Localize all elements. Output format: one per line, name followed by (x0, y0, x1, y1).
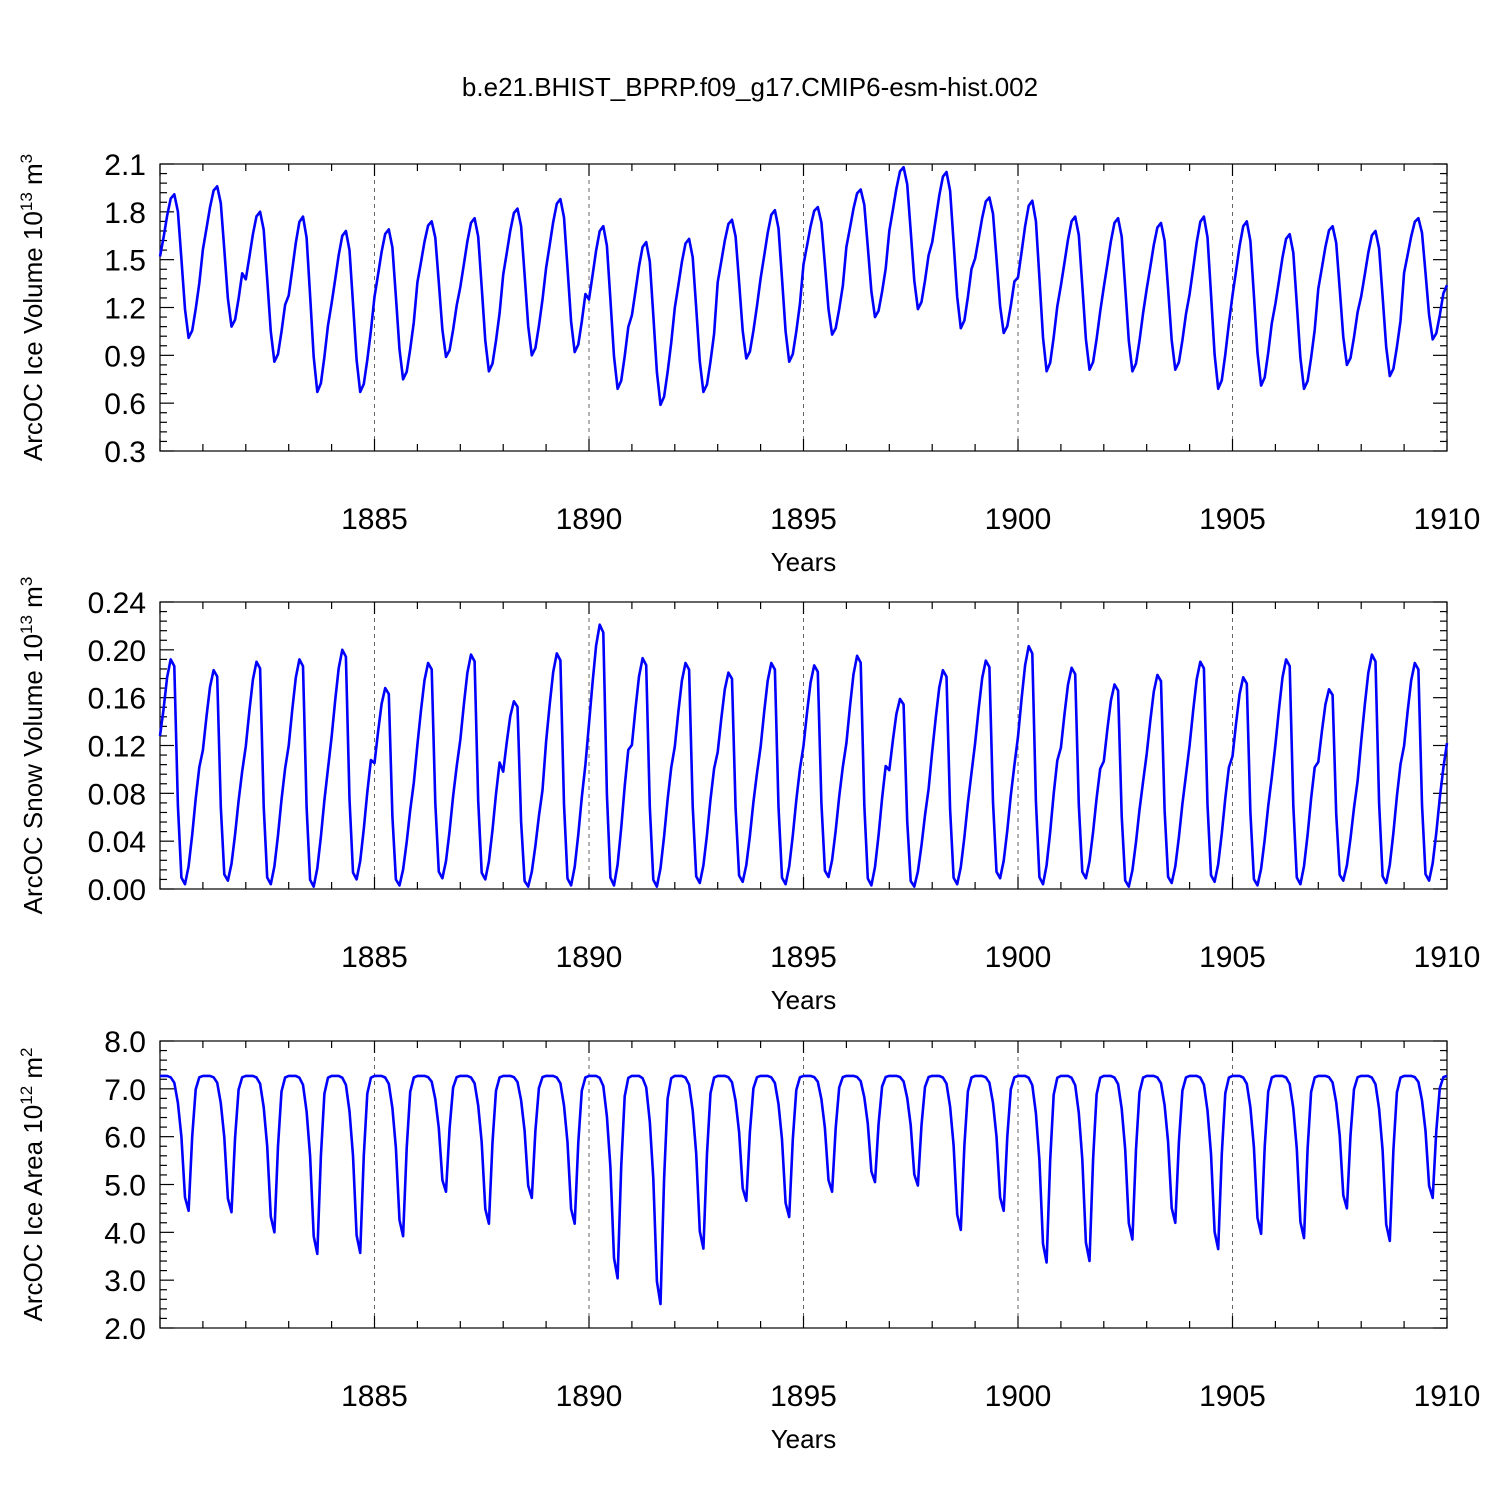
y-axis-label: ArcOC Ice Volume 1013 m3 (17, 154, 48, 461)
x-tick-label: 1900 (985, 941, 1052, 974)
x-tick-label: 1905 (1199, 941, 1266, 974)
x-tick-label: 1895 (770, 1380, 837, 1413)
y-tick-label: 7.0 (104, 1074, 146, 1107)
x-tick-label: 1910 (1414, 941, 1481, 974)
x-tick-label: 1910 (1414, 1380, 1481, 1413)
y-tick-label: 0.12 (88, 731, 146, 764)
snow-volume-panel: 1885 1890 1895 1900 1905 1910 Years 0.00 0.04 0.0… (17, 577, 1480, 1015)
y-tick-label: 0.24 (88, 587, 146, 620)
x-tick-label: 1900 (985, 1380, 1052, 1413)
ice-volume-panel: 1885 1890 1895 1900 1905 1910 Years 0.3 0.6 0.9 1.… (17, 149, 1480, 577)
y-tick-label: 0.3 (104, 436, 146, 469)
x-tick-label: 1895 (770, 503, 837, 536)
x-tick-label: 1890 (556, 503, 623, 536)
y-tick-label: 4.0 (104, 1217, 146, 1250)
x-tick-label: 1905 (1199, 503, 1266, 536)
x-tick-label: 1890 (556, 1380, 623, 1413)
x-tick-label: 1910 (1414, 503, 1481, 536)
y-tick-label: 0.9 (104, 340, 146, 373)
y-tick-label: 0.04 (88, 826, 146, 859)
x-tick-label: 1885 (341, 503, 408, 536)
ice-area-series-line (160, 1074, 1448, 1306)
x-tick-label: 1895 (770, 941, 837, 974)
x-tick-label: 1900 (985, 503, 1052, 536)
ice-area-panel: 1885 1890 1895 1900 1905 1910 Years 2.0 3.0 4.0 5.… (17, 1026, 1480, 1454)
y-tick-label: 0.6 (104, 388, 146, 421)
y-tick-label: 0.16 (88, 683, 146, 716)
x-axis-label: Years (771, 985, 837, 1015)
y-tick-label: 2.0 (104, 1313, 146, 1346)
y-tick-label: 0.08 (88, 778, 146, 811)
x-tick-label: 1905 (1199, 1380, 1266, 1413)
x-tick-label: 1885 (341, 1380, 408, 1413)
ice-volume-series-line (158, 165, 1449, 407)
figure-title: b.e21.BHIST_BPRP.f09_g17.CMIP6-esm-hist.… (462, 72, 1038, 102)
y-tick-label: 6.0 (104, 1122, 146, 1155)
x-tick-label: 1890 (556, 941, 623, 974)
y-tick-label: 8.0 (104, 1026, 146, 1059)
y-tick-label: 1.8 (104, 197, 146, 230)
y-tick-label: 1.2 (104, 293, 146, 326)
y-tick-label: 3.0 (104, 1265, 146, 1298)
x-axis-label: Years (771, 1424, 837, 1454)
snow-volume-series-line (158, 623, 1449, 888)
x-tick-label: 1885 (341, 941, 408, 974)
y-tick-label: 2.1 (104, 149, 146, 182)
y-axis-label: ArcOC Snow Volume 1013 m3 (17, 577, 48, 915)
y-tick-label: 0.00 (88, 874, 146, 907)
y-tick-label: 1.5 (104, 245, 146, 278)
y-tick-label: 5.0 (104, 1170, 146, 1203)
y-axis-label: ArcOC Ice Area 1012 m2 (17, 1047, 48, 1321)
x-axis-label: Years (771, 547, 837, 577)
y-tick-label: 0.20 (88, 635, 146, 668)
